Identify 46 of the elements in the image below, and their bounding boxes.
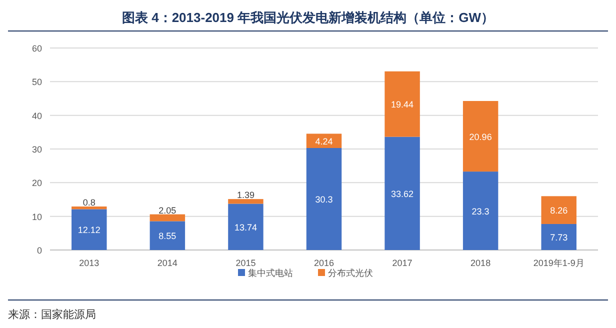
data-label: 1.39 [236,190,254,200]
x-tick-label: 2014 [157,258,178,268]
legend-label: 分布式光伏 [328,268,373,278]
data-label: 33.62 [391,188,414,199]
legend-label: 集中式电站 [248,268,293,278]
bar [150,214,186,222]
bar [384,136,420,250]
y-tick-label: 10 [32,212,42,222]
x-tick-label: 2018 [470,258,491,268]
bar [462,100,498,172]
x-tick-label: 2017 [392,258,412,268]
bar [384,71,420,137]
bar [228,204,264,250]
data-label: 7.73 [550,232,568,242]
x-tick-label: 2016 [314,258,334,268]
bar [541,224,576,250]
data-label: 4.24 [315,136,333,146]
y-tick-label: 20 [32,178,42,188]
data-label: 13.74 [234,222,257,232]
data-label: 30.3 [315,194,333,204]
bar [72,206,107,210]
data-label: 8.26 [550,206,568,216]
bar [462,172,498,250]
y-tick-label: 30 [32,144,42,154]
data-label: 20.96 [469,132,492,142]
bar [150,221,186,250]
bar [72,209,107,250]
data-label: 23.3 [472,206,490,216]
source-note: 来源：国家能源局 [8,308,96,321]
data-label: 12.12 [78,225,100,236]
chart-title: 图表 4：2013-2019 年我国光伏发电新增装机结构（单位：GW） [122,10,494,25]
bar [541,196,576,224]
y-tick-label: 50 [32,77,42,88]
data-label: 19.44 [391,100,414,110]
x-tick-label: 2015 [236,258,256,268]
bar [228,199,264,204]
data-label: 0.8 [82,198,96,208]
data-label: 8.55 [158,231,176,242]
bar [306,134,342,148]
y-tick-label: 60 [32,44,42,54]
y-tick-label: 40 [32,110,42,121]
data-label: 2.05 [158,205,176,216]
x-tick-label: 2019年1-9月 [533,258,584,268]
y-tick-label: 0 [36,246,42,256]
x-tick-label: 2013 [79,258,100,268]
bar [306,148,342,250]
